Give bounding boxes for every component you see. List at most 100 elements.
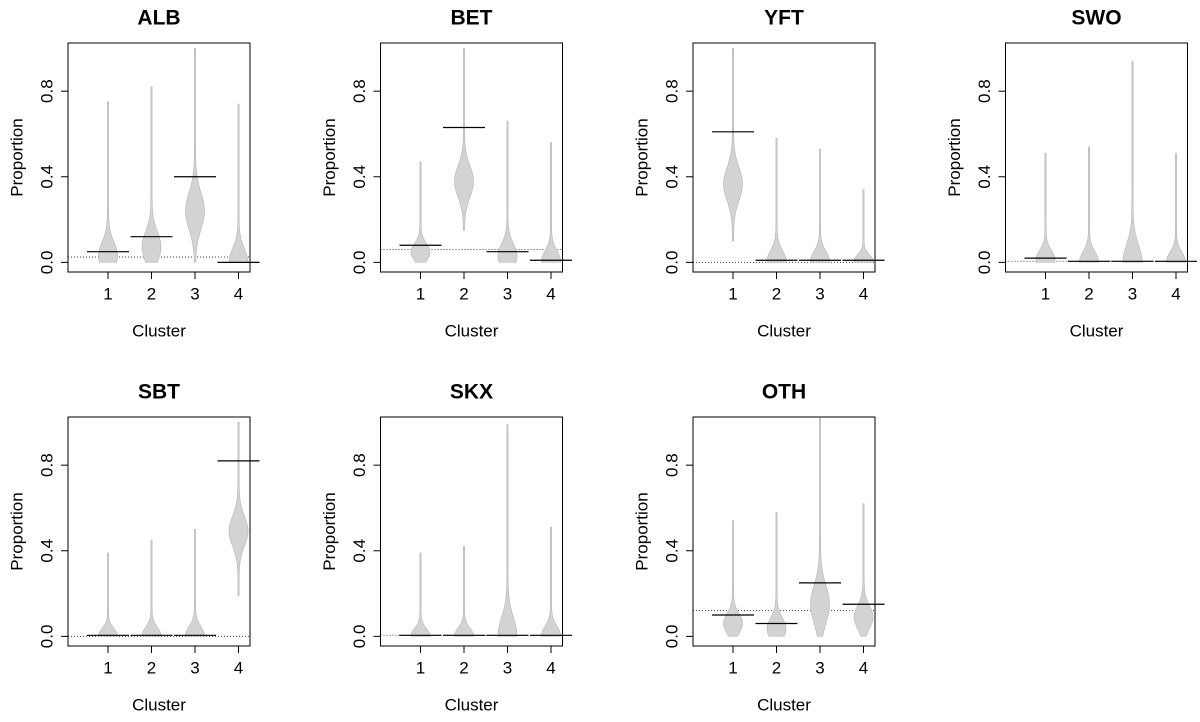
y-tick-label: 0.4 bbox=[350, 165, 369, 189]
y-tick-label: 0.0 bbox=[662, 625, 681, 649]
violin bbox=[454, 546, 474, 637]
plot-frame bbox=[67, 416, 251, 647]
plot-frame bbox=[67, 42, 251, 273]
y-axis-label: Proportion bbox=[632, 118, 651, 196]
violin bbox=[1079, 146, 1099, 263]
x-axis-label: Cluster bbox=[757, 695, 811, 714]
plot-frame bbox=[692, 42, 876, 273]
violin bbox=[541, 526, 561, 637]
panel-title: YFT bbox=[764, 7, 804, 30]
violin bbox=[410, 161, 431, 263]
violin bbox=[723, 48, 743, 242]
x-tick-label: 3 bbox=[503, 658, 512, 677]
x-tick-label: 2 bbox=[147, 284, 156, 303]
y-tick-label: 0.8 bbox=[37, 453, 56, 477]
x-tick-label: 4 bbox=[546, 284, 555, 303]
violin bbox=[454, 48, 474, 231]
y-tick-label: 0.8 bbox=[350, 79, 369, 103]
y-axis-label: Proportion bbox=[320, 492, 339, 570]
y-tick-label: 0.4 bbox=[37, 165, 56, 189]
x-tick-label: 2 bbox=[772, 284, 781, 303]
y-tick-label: 0.4 bbox=[662, 539, 681, 563]
violin bbox=[228, 103, 249, 263]
violin bbox=[98, 101, 118, 263]
x-axis-label: Cluster bbox=[445, 695, 499, 714]
violin bbox=[810, 417, 830, 637]
x-tick-label: 1 bbox=[1041, 284, 1050, 303]
x-tick-label: 3 bbox=[815, 284, 824, 303]
violin bbox=[853, 189, 874, 263]
x-tick-label: 3 bbox=[190, 658, 199, 677]
violin bbox=[1166, 152, 1186, 263]
y-axis-label: Proportion bbox=[945, 118, 964, 196]
y-axis-label: Proportion bbox=[7, 118, 26, 196]
x-tick-label: 2 bbox=[772, 658, 781, 677]
y-tick-label: 0.8 bbox=[350, 453, 369, 477]
violin bbox=[497, 120, 518, 263]
x-tick-label: 4 bbox=[1171, 284, 1180, 303]
x-tick-label: 2 bbox=[1084, 284, 1093, 303]
y-tick-label: 0.4 bbox=[975, 165, 994, 189]
plot-frame bbox=[692, 416, 876, 647]
x-tick-label: 1 bbox=[416, 284, 425, 303]
y-tick-label: 0.0 bbox=[975, 251, 994, 275]
x-axis-label: Cluster bbox=[1070, 321, 1124, 340]
x-tick-label: 4 bbox=[234, 658, 243, 677]
y-tick-label: 0.4 bbox=[350, 539, 369, 563]
x-tick-label: 1 bbox=[728, 658, 737, 677]
x-tick-label: 4 bbox=[859, 284, 868, 303]
violin bbox=[228, 422, 249, 597]
x-tick-label: 1 bbox=[103, 284, 112, 303]
x-tick-label: 3 bbox=[815, 658, 824, 677]
x-tick-label: 1 bbox=[416, 658, 425, 677]
violin bbox=[810, 148, 830, 263]
x-tick-label: 3 bbox=[1128, 284, 1137, 303]
panel-title: SWO bbox=[1071, 7, 1121, 30]
violin bbox=[723, 520, 743, 637]
y-tick-label: 0.0 bbox=[350, 251, 369, 275]
violin bbox=[766, 511, 787, 637]
violin bbox=[98, 552, 118, 637]
y-tick-label: 0.8 bbox=[662, 79, 681, 103]
panel-title: BET bbox=[451, 7, 493, 30]
plot-frame bbox=[380, 42, 563, 273]
panel-title: ALB bbox=[137, 7, 180, 30]
violin bbox=[853, 503, 874, 637]
y-tick-label: 0.0 bbox=[662, 251, 681, 275]
violin bbox=[541, 142, 561, 263]
violin bbox=[410, 552, 431, 637]
plot-frame bbox=[1005, 42, 1188, 273]
x-axis-label: Cluster bbox=[132, 321, 186, 340]
x-tick-label: 3 bbox=[503, 284, 512, 303]
y-axis-label: Proportion bbox=[632, 492, 651, 570]
x-axis-label: Cluster bbox=[132, 695, 186, 714]
x-axis-label: Cluster bbox=[757, 321, 811, 340]
y-tick-label: 0.0 bbox=[350, 625, 369, 649]
violin bbox=[766, 137, 787, 263]
y-tick-label: 0.8 bbox=[662, 453, 681, 477]
y-tick-label: 0.4 bbox=[662, 165, 681, 189]
x-tick-label: 2 bbox=[459, 284, 468, 303]
x-tick-label: 1 bbox=[103, 658, 112, 677]
violin bbox=[497, 424, 518, 637]
violin bbox=[1035, 152, 1056, 263]
y-tick-label: 0.0 bbox=[37, 251, 56, 275]
y-tick-label: 0.4 bbox=[37, 539, 56, 563]
panel-title: SKX bbox=[450, 381, 493, 404]
y-tick-label: 0.8 bbox=[37, 79, 56, 103]
violin bbox=[1122, 60, 1143, 263]
y-tick-label: 0.0 bbox=[37, 625, 56, 649]
y-tick-label: 0.8 bbox=[975, 79, 994, 103]
y-axis-label: Proportion bbox=[7, 492, 26, 570]
x-tick-label: 1 bbox=[728, 284, 737, 303]
violin bbox=[185, 48, 205, 263]
y-axis-label: Proportion bbox=[320, 118, 339, 196]
panel-title: OTH bbox=[762, 381, 806, 404]
x-tick-label: 4 bbox=[546, 658, 555, 677]
panel-title: SBT bbox=[138, 381, 180, 404]
plot-frame bbox=[380, 416, 563, 647]
x-tick-label: 3 bbox=[190, 284, 199, 303]
x-tick-label: 4 bbox=[859, 658, 868, 677]
x-tick-label: 2 bbox=[459, 658, 468, 677]
